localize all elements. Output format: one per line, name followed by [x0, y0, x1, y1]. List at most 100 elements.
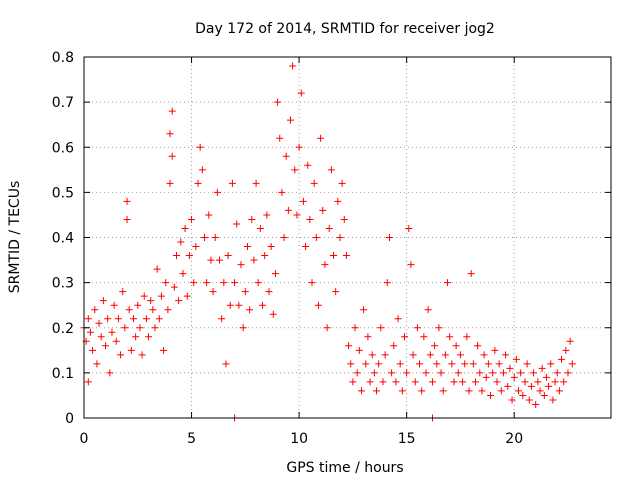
data-point [216, 256, 224, 264]
data-point [297, 89, 305, 97]
data-point [545, 382, 553, 390]
data-point [241, 288, 249, 296]
data-point [368, 351, 376, 359]
data-point [510, 373, 518, 381]
data-point [502, 351, 510, 359]
axis-tick-labels: 0 0.1 0.2 0.3 0.4 0.5 0.6 0.7 0.8 0 5 10 15 20 [52, 50, 523, 447]
y-tick-label: 0.5 [52, 185, 74, 201]
chart-title: Day 172 of 2014, SRMTID for receiver jog… [195, 21, 495, 37]
data-point [250, 256, 258, 264]
data-point [394, 315, 402, 323]
data-point [398, 387, 406, 395]
data-point [373, 387, 381, 395]
data-point [312, 234, 320, 241]
data-point [104, 315, 112, 323]
data-point [138, 351, 146, 359]
data-point [497, 387, 505, 395]
data-point [248, 215, 256, 223]
data-point [282, 152, 290, 160]
data-point [338, 179, 346, 187]
data-point [237, 261, 245, 269]
data-point [125, 306, 133, 314]
data-point [330, 252, 338, 260]
data-point [97, 333, 105, 341]
data-point [390, 342, 398, 350]
data-point [340, 215, 348, 223]
data-point [383, 279, 391, 287]
x-tick-label: 5 [187, 431, 196, 447]
data-point [454, 369, 462, 377]
data-point [418, 387, 426, 395]
data-point [112, 337, 120, 345]
data-point [239, 324, 247, 332]
data-point [327, 166, 335, 174]
data-point [351, 324, 359, 332]
y-tick-label: 0.8 [52, 50, 74, 66]
data-point [353, 369, 361, 377]
data-point [499, 369, 507, 377]
data-point [276, 134, 284, 142]
data-point [377, 324, 385, 332]
data-point [183, 292, 191, 300]
data-point [265, 288, 273, 296]
data-point [194, 179, 202, 187]
data-point [540, 391, 548, 399]
data-point [467, 270, 475, 278]
data-point [319, 206, 327, 214]
data-point [381, 351, 389, 359]
data-point [456, 351, 464, 359]
data-point [422, 369, 430, 377]
data-point [409, 351, 417, 359]
data-point [198, 166, 206, 174]
data-point [385, 234, 393, 241]
data-point [278, 188, 286, 196]
data-point [302, 243, 310, 251]
data-point [413, 324, 421, 332]
data-point [132, 333, 140, 341]
data-point [407, 261, 415, 269]
data-point [140, 292, 148, 300]
data-point [129, 315, 137, 323]
data-point [228, 179, 236, 187]
data-point [334, 197, 342, 205]
data-point [392, 378, 400, 386]
data-point [306, 215, 314, 223]
data-point [360, 306, 368, 314]
data-point [355, 346, 363, 354]
y-tick-label: 0.3 [52, 276, 74, 292]
data-point [542, 373, 550, 381]
x-axis-label: GPS time / hours [286, 460, 403, 476]
data-point [246, 306, 254, 314]
data-point [345, 342, 353, 350]
data-point [403, 369, 411, 377]
data-point [168, 107, 176, 115]
data-point [243, 243, 251, 251]
y-axis-label: SRMTID / TECUs [7, 181, 23, 294]
data-point [416, 360, 424, 368]
data-point [310, 179, 318, 187]
data-point [357, 387, 365, 395]
data-point [254, 279, 262, 287]
data-point [426, 351, 434, 359]
data-point [153, 265, 161, 273]
data-point [471, 378, 479, 386]
data-point [172, 252, 180, 260]
x-tick-label: 0 [80, 431, 89, 447]
data-point [564, 369, 572, 377]
data-point [405, 224, 413, 232]
data-point [179, 270, 187, 278]
data-point [465, 387, 473, 395]
data-point [562, 346, 570, 354]
data-point [433, 360, 441, 368]
data-point [106, 369, 114, 377]
data-point [231, 279, 239, 287]
data-point [566, 337, 574, 345]
data-point [469, 360, 477, 368]
data-point [428, 378, 436, 386]
data-point [489, 369, 497, 377]
data-point [93, 360, 101, 368]
data-point [102, 342, 110, 350]
data-point [170, 283, 178, 291]
data-point [461, 360, 469, 368]
data-point [517, 369, 525, 377]
